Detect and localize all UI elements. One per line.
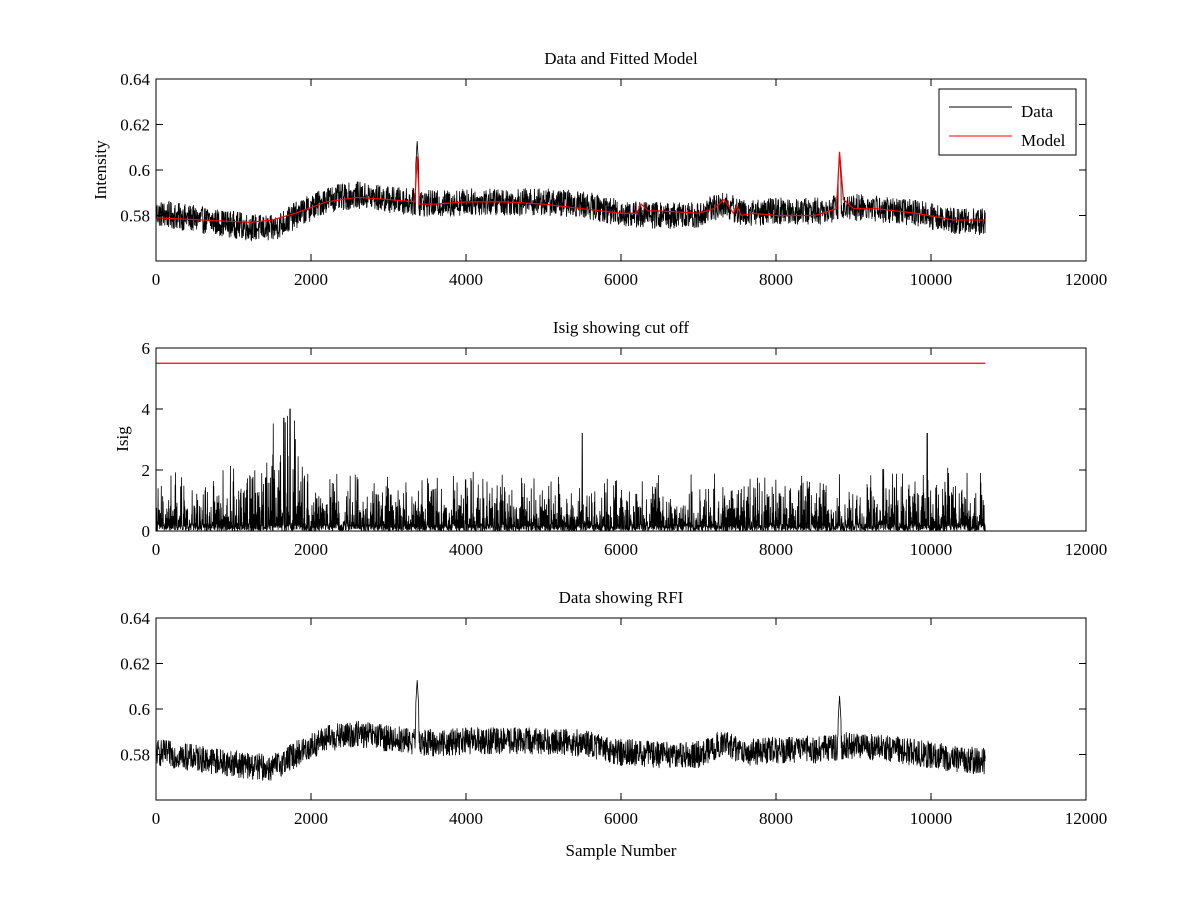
plot-area xyxy=(156,141,986,242)
y-axis-label: Intensity xyxy=(91,140,110,200)
panel-title: Isig showing cut off xyxy=(553,318,689,337)
y-axis-label: Isig xyxy=(113,426,132,452)
y-tick-label: 0.64 xyxy=(120,70,150,89)
series-line-isig xyxy=(156,680,986,781)
panel-data-showing-rfi: Data showing RFI 0 2000 4000 6000 8000 10000 1… xyxy=(120,588,1107,860)
x-tick-label: 6000 xyxy=(604,270,638,289)
x-tick-label: 12000 xyxy=(1065,270,1108,289)
x-tick-label: 4000 xyxy=(449,809,483,828)
axis-ticks: 0 2000 4000 6000 8000 10000 12000 0.58 0.6 0.62 0.… xyxy=(120,70,1107,289)
x-tick-label: 10000 xyxy=(910,540,953,559)
panel-title: Data showing RFI xyxy=(559,588,684,607)
x-tick-label: 8000 xyxy=(759,270,793,289)
panel-isig-cut-off: Isig showing cut off Isig 0 2000 4000 6000 8… xyxy=(113,318,1107,559)
x-tick-label: 2000 xyxy=(294,809,328,828)
y-tick-label: 6 xyxy=(142,339,151,358)
x-tick-label: 0 xyxy=(152,540,161,559)
x-tick-label: 6000 xyxy=(604,540,638,559)
series-line-isig xyxy=(156,408,986,531)
x-tick-label: 8000 xyxy=(759,540,793,559)
axis-ticks: 0 2000 4000 6000 8000 10000 12000 0 2 4 6 xyxy=(142,339,1108,559)
plot-area xyxy=(156,680,986,781)
y-tick-label: 0.58 xyxy=(120,207,150,226)
series-line-model xyxy=(156,151,986,223)
x-tick-label: 2000 xyxy=(294,270,328,289)
x-tick-label: 10000 xyxy=(910,270,953,289)
legend-label-model: Model xyxy=(1021,131,1066,150)
x-tick-label: 6000 xyxy=(604,809,638,828)
x-tick-label: 10000 xyxy=(910,809,953,828)
x-tick-label: 12000 xyxy=(1065,540,1108,559)
y-tick-label: 0.58 xyxy=(120,746,150,765)
y-tick-label: 0.64 xyxy=(120,609,150,628)
y-tick-label: 0.62 xyxy=(120,116,150,135)
y-tick-label: 0.6 xyxy=(129,700,150,719)
series-layer xyxy=(156,680,986,781)
x-tick-label: 0 xyxy=(152,809,161,828)
x-tick-label: 4000 xyxy=(449,270,483,289)
x-tick-label: 0 xyxy=(152,270,161,289)
y-tick-label: 0.62 xyxy=(120,655,150,674)
x-tick-label: 12000 xyxy=(1065,809,1108,828)
x-tick-label: 2000 xyxy=(294,540,328,559)
panel-title: Data and Fitted Model xyxy=(544,49,698,68)
x-axis-label: Sample Number xyxy=(566,841,677,860)
y-tick-label: 2 xyxy=(142,461,151,480)
y-tick-label: 0.6 xyxy=(129,161,150,180)
series-line-data xyxy=(156,141,986,242)
legend: Data Model xyxy=(938,88,1077,156)
x-tick-label: 4000 xyxy=(449,540,483,559)
x-tick-label: 8000 xyxy=(759,809,793,828)
axis-ticks: 0 2000 4000 6000 8000 10000 12000 0.58 0.6 0.62 0.… xyxy=(120,609,1107,828)
series-layer xyxy=(156,141,986,242)
panel-data-and-fitted-model: Data and Fitted Model Intensity 0 2000 400… xyxy=(91,49,1107,289)
legend-label-data: Data xyxy=(1021,102,1054,121)
y-tick-label: 4 xyxy=(142,400,151,419)
plot-area xyxy=(156,362,986,531)
y-tick-label: 0 xyxy=(142,522,151,541)
legend-box xyxy=(938,88,1077,156)
series-layer xyxy=(156,362,986,531)
